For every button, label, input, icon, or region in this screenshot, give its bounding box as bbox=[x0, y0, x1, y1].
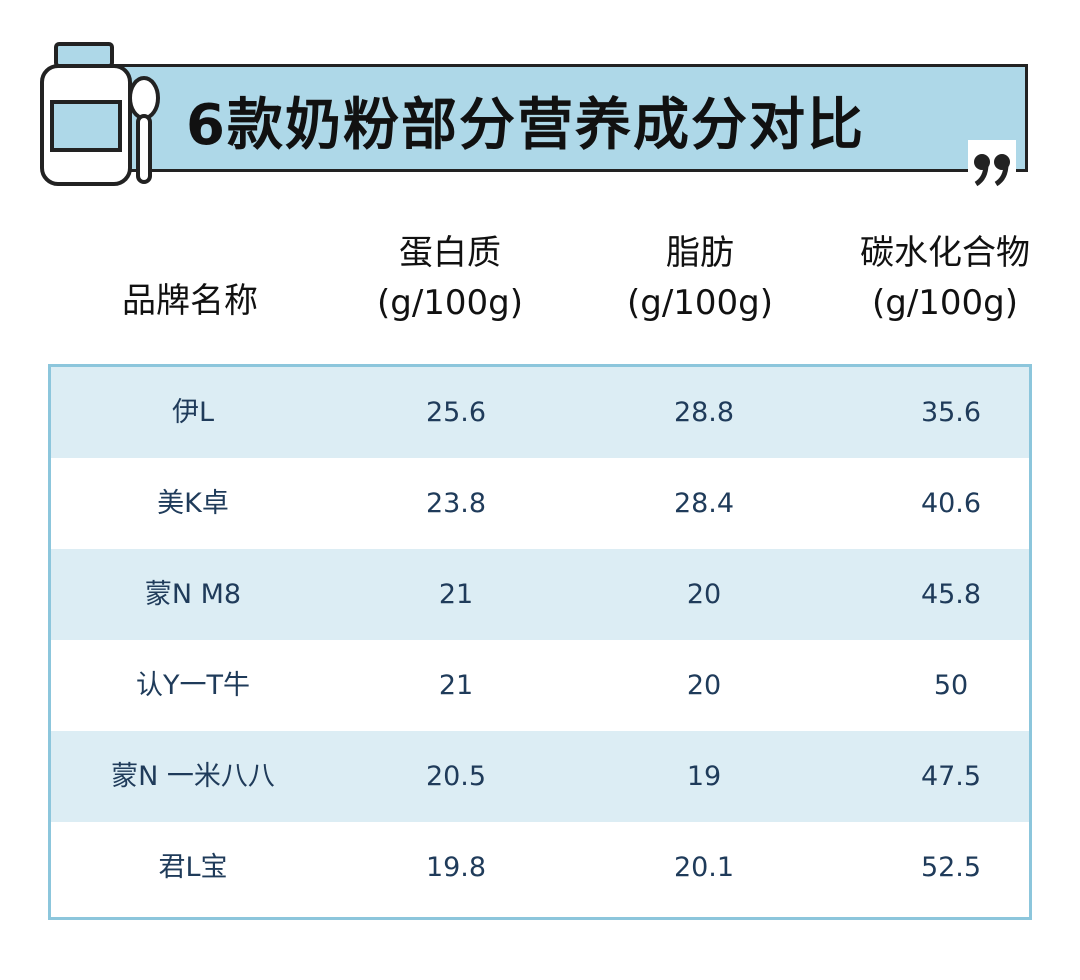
header-protein: 蛋白质 (g/100g) bbox=[340, 228, 560, 328]
header-carb: 碳水化合物 (g/100g) bbox=[830, 228, 1060, 328]
cell-fat: 20 bbox=[686, 670, 722, 701]
cell-brand: 伊L bbox=[171, 397, 215, 428]
cell-protein: 25.6 bbox=[425, 397, 487, 428]
header-fat-unit: (g/100g) bbox=[626, 283, 774, 323]
header-protein-label: 蛋白质 bbox=[399, 233, 501, 273]
table-row: 君L宝 19.8 20.1 52.5 bbox=[51, 822, 1029, 913]
header-carb-label: 碳水化合物 bbox=[860, 233, 1030, 273]
table-row: 蒙N M8 21 20 45.8 bbox=[51, 549, 1029, 640]
quote-mark-icon bbox=[968, 140, 1016, 192]
cell-carb: 45.8 bbox=[920, 579, 982, 610]
cell-protein: 20.5 bbox=[425, 761, 487, 792]
cell-brand: 美K卓 bbox=[157, 488, 229, 519]
cell-carb: 50 bbox=[933, 670, 969, 701]
cell-carb: 52.5 bbox=[920, 852, 982, 883]
cell-protein: 23.8 bbox=[425, 488, 487, 519]
table-row: 认Y一T牛 21 20 50 bbox=[51, 640, 1029, 731]
table-row: 美K卓 23.8 28.4 40.6 bbox=[51, 458, 1029, 549]
header-carb-unit: (g/100g) bbox=[871, 283, 1019, 323]
cell-protein: 19.8 bbox=[425, 852, 487, 883]
header-brand: 品牌名称 bbox=[122, 281, 258, 321]
cell-fat: 28.4 bbox=[673, 488, 735, 519]
header-protein-unit: (g/100g) bbox=[376, 283, 524, 323]
page-title: 6款奶粉部分营养成分对比 bbox=[186, 93, 865, 158]
cell-fat: 20 bbox=[686, 579, 722, 610]
cell-brand: 认Y一T牛 bbox=[136, 670, 250, 701]
cell-carb: 47.5 bbox=[920, 761, 982, 792]
cell-carb: 35.6 bbox=[920, 397, 982, 428]
cell-protein: 21 bbox=[438, 670, 474, 701]
cell-brand: 蒙N M8 bbox=[144, 579, 242, 610]
cell-fat: 28.8 bbox=[673, 397, 735, 428]
cell-brand: 蒙N 一米八八 bbox=[111, 761, 275, 792]
cell-carb: 40.6 bbox=[920, 488, 982, 519]
header-fat: 脂肪 (g/100g) bbox=[590, 228, 810, 328]
cell-protein: 21 bbox=[438, 579, 474, 610]
table-row: 蒙N 一米八八 20.5 19 47.5 bbox=[51, 731, 1029, 822]
cell-fat: 19 bbox=[686, 761, 722, 792]
milk-jar-icon bbox=[40, 42, 160, 186]
title-banner bbox=[96, 64, 1028, 172]
cell-fat: 20.1 bbox=[673, 852, 735, 883]
nutrition-table: 伊L 25.6 28.8 35.6 美K卓 23.8 28.4 40.6 蒙N … bbox=[48, 364, 1032, 920]
header-fat-label: 脂肪 bbox=[666, 233, 734, 273]
cell-brand: 君L宝 bbox=[158, 852, 228, 883]
table-row: 伊L 25.6 28.8 35.6 bbox=[51, 367, 1029, 458]
